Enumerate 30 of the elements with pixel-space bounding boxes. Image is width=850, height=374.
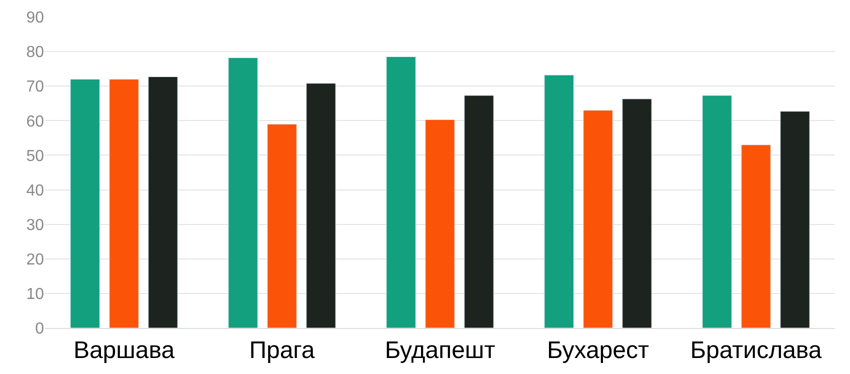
bar <box>109 78 139 328</box>
y-tick-label: 90 <box>26 10 44 27</box>
y-tick-label: 0 <box>35 320 44 338</box>
bar <box>702 95 732 328</box>
y-tick-label: 50 <box>26 148 44 165</box>
bar <box>622 98 652 328</box>
bar <box>583 110 613 328</box>
bar <box>464 95 494 328</box>
bar <box>228 58 258 328</box>
bar <box>70 78 100 328</box>
bar <box>741 144 771 328</box>
y-tick-label: 40 <box>26 182 44 200</box>
x-tick-label: Бухарест <box>547 336 649 364</box>
x-tick-label: Прага <box>249 336 316 364</box>
y-tick-label: 80 <box>26 44 44 62</box>
x-tick-label: Будапешт <box>384 336 496 364</box>
y-tick-label: 60 <box>26 113 44 130</box>
y-tick-label: 30 <box>26 216 44 234</box>
x-tick-label: Варшава <box>73 336 176 364</box>
bar <box>306 83 336 328</box>
y-tick-label: 10 <box>26 286 44 304</box>
bar <box>386 56 416 328</box>
bar <box>425 119 455 328</box>
bar <box>267 124 297 328</box>
bar <box>148 76 178 328</box>
bar <box>780 111 810 328</box>
x-tick-label: Братислава <box>690 336 822 364</box>
y-tick-label: 70 <box>26 78 44 96</box>
bar <box>544 74 574 328</box>
y-tick-label: 20 <box>26 251 44 268</box>
